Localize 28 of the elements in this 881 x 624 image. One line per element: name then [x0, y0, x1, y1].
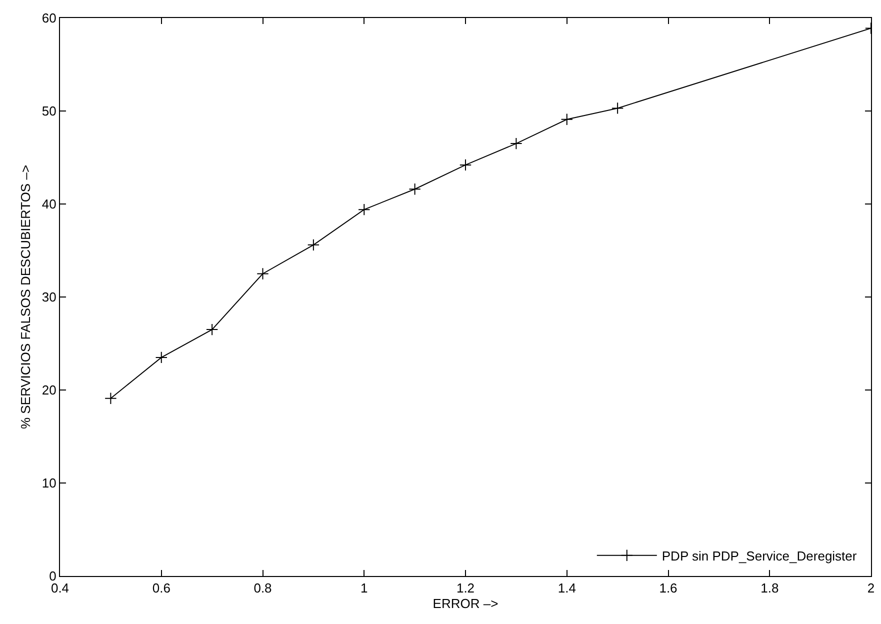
point [206, 323, 218, 336]
point [256, 268, 269, 280]
point [307, 238, 320, 252]
y-tick-label: 30 [42, 290, 56, 305]
legend-label: PDP sin PDP_Service_Deregister [662, 548, 858, 564]
point [408, 183, 421, 196]
point [611, 102, 624, 114]
y-tick-label: 10 [42, 476, 56, 491]
x-tick-label: 0.8 [254, 580, 272, 596]
y-axis-title: % SERVICIOS FALSOS DESCUBIERTOS –> [18, 164, 33, 430]
point [459, 158, 472, 172]
x-tick-label: 1.6 [659, 580, 678, 596]
x-axis-title: ERROR –> [432, 596, 498, 612]
point [358, 203, 370, 216]
point [155, 351, 168, 364]
x-tick-label: 1.8 [760, 580, 779, 596]
x-tick-label: 1.2 [456, 580, 475, 596]
x-tick-label: 1 [360, 580, 368, 596]
x-tick-label: 2 [867, 580, 875, 596]
point [510, 137, 522, 150]
point [560, 113, 573, 126]
y-tick-label: 50 [42, 104, 56, 119]
y-tick-label: 40 [42, 196, 56, 212]
x-tick-label: 1.4 [558, 580, 576, 596]
point [104, 392, 117, 404]
y-tick-label: 60 [42, 10, 56, 26]
y-tick-label: 20 [42, 382, 56, 398]
x-tick-label: 0.6 [152, 580, 170, 596]
